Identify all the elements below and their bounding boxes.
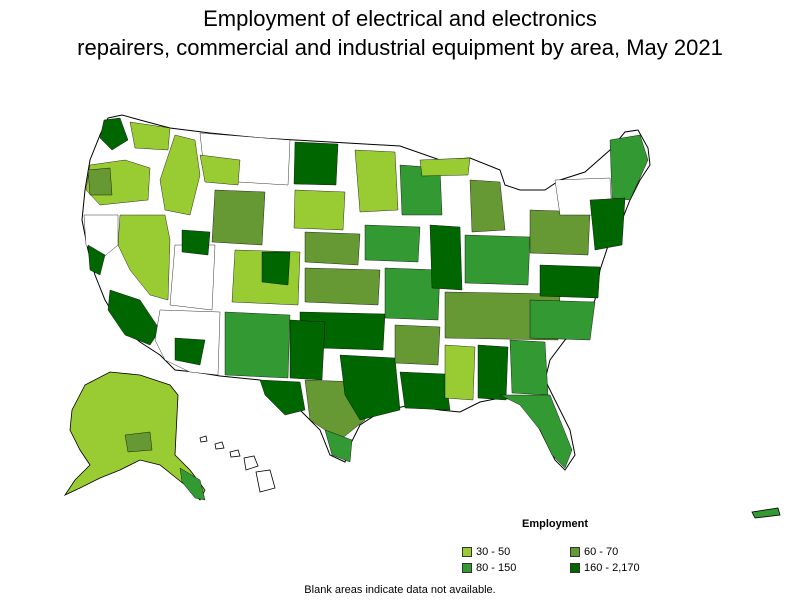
region-pennsylvania bbox=[529, 209, 591, 256]
region-virginia bbox=[539, 264, 601, 299]
legend-item-80-150: 80 - 150 bbox=[462, 562, 516, 574]
legend-swatch bbox=[570, 547, 580, 557]
region-nevada bbox=[117, 214, 171, 301]
region-texas-west bbox=[259, 379, 306, 416]
alaska-southeast bbox=[179, 467, 206, 501]
map-regions bbox=[83, 117, 649, 469]
region-new-mexico bbox=[224, 311, 291, 379]
region-arkansas bbox=[394, 324, 441, 366]
legend-item-30-50: 30 - 50 bbox=[462, 546, 510, 558]
region-arizona-phoenix bbox=[174, 337, 206, 366]
legend-label: 80 - 150 bbox=[476, 562, 517, 574]
legend-label: 30 - 50 bbox=[476, 546, 511, 558]
legend-swatch bbox=[462, 547, 472, 557]
region-wyoming bbox=[211, 189, 266, 246]
region-alabama bbox=[477, 344, 509, 401]
hawaii-islands bbox=[199, 435, 276, 493]
legend-label: 60 - 70 bbox=[584, 546, 619, 558]
region-indiana-ohio bbox=[464, 234, 531, 286]
region-michigan-upper bbox=[419, 157, 471, 177]
region-northeast-coast bbox=[589, 197, 626, 251]
map-title: Employment of electrical and electronics… bbox=[0, 4, 800, 62]
region-iowa bbox=[364, 224, 421, 263]
region-california-south bbox=[107, 289, 161, 346]
region-utah bbox=[169, 244, 216, 311]
region-mississippi bbox=[444, 344, 476, 401]
region-louisiana bbox=[399, 371, 451, 411]
region-michigan-lower bbox=[469, 179, 506, 233]
legend-item-60-70: 60 - 70 bbox=[570, 546, 618, 558]
region-utah-north bbox=[181, 229, 211, 256]
region-washington-east bbox=[129, 121, 171, 151]
legend-swatch bbox=[570, 563, 580, 573]
title-line-2: repairers, commercial and industrial equ… bbox=[77, 35, 723, 60]
region-kansas bbox=[304, 267, 381, 306]
region-minnesota bbox=[354, 149, 399, 213]
region-oregon-west bbox=[87, 167, 113, 196]
region-florida bbox=[499, 394, 573, 469]
region-georgia bbox=[509, 339, 549, 396]
region-texas-panhandle bbox=[289, 319, 326, 381]
legend-swatch bbox=[462, 563, 472, 573]
legend-title: Employment bbox=[522, 518, 589, 530]
title-line-1: Employment of electrical and electronics bbox=[203, 6, 597, 31]
puerto-rico-shape bbox=[751, 507, 781, 519]
region-texas-east bbox=[339, 354, 401, 421]
region-missouri bbox=[384, 267, 441, 321]
footnote: Blank areas indicate data not available. bbox=[304, 584, 496, 596]
region-carolinas bbox=[529, 299, 596, 341]
region-nebraska bbox=[304, 231, 361, 266]
alaska-anchorage bbox=[124, 431, 153, 453]
region-montana-west bbox=[199, 154, 241, 186]
region-north-dakota bbox=[293, 141, 339, 186]
region-california-bay bbox=[87, 244, 106, 276]
region-south-dakota bbox=[293, 189, 346, 231]
region-colorado-front bbox=[261, 251, 291, 286]
legend-item-160-2170: 160 - 2,170 bbox=[570, 562, 640, 574]
legend-label: 160 - 2,170 bbox=[584, 562, 640, 574]
region-illinois bbox=[429, 224, 463, 291]
region-new-england bbox=[609, 134, 649, 201]
region-idaho bbox=[159, 134, 201, 216]
region-texas-south bbox=[324, 429, 353, 463]
region-washington-west bbox=[99, 117, 129, 151]
